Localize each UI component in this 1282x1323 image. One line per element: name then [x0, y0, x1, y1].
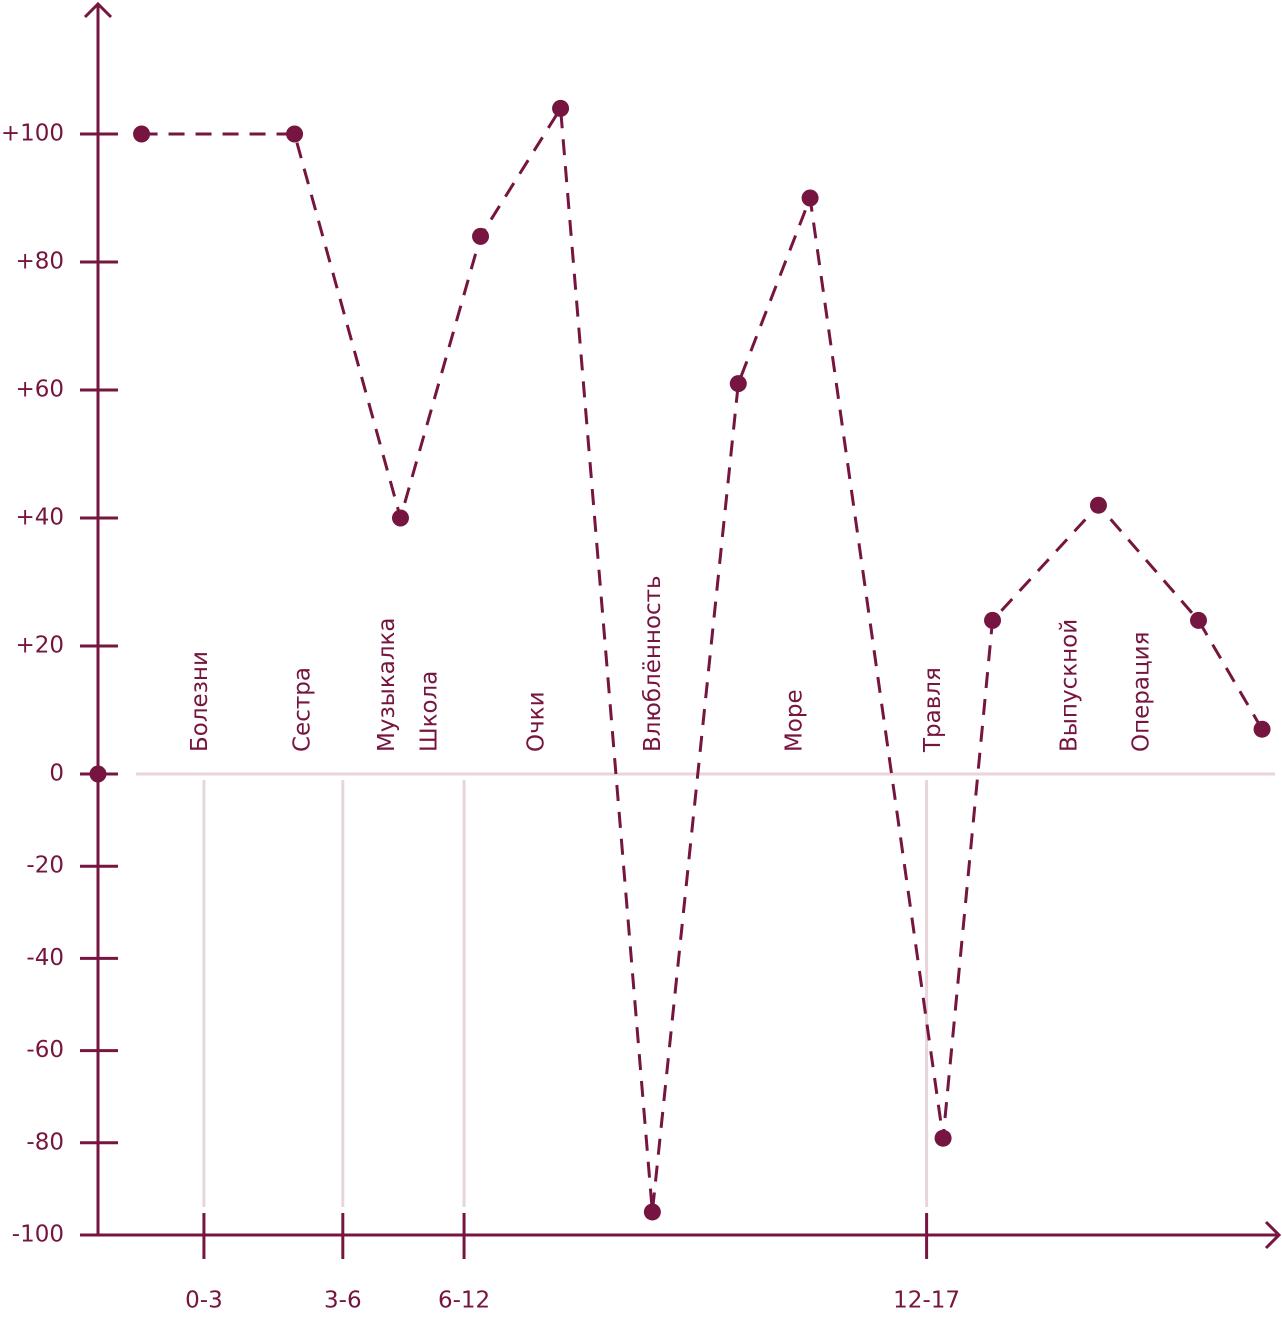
y-tick-label: +20: [15, 633, 64, 659]
y-axis-arrow: [83, 1, 113, 19]
point: [1089, 496, 1107, 514]
event-label: Музыкалка: [374, 617, 400, 752]
event-label: Море: [781, 689, 807, 752]
x-tick-label: 3-6: [324, 1288, 362, 1314]
y-tick-label: -100: [12, 1222, 64, 1248]
y-tick-label: 0: [49, 761, 64, 787]
point: [472, 227, 490, 245]
y-tick-label: +80: [15, 249, 64, 275]
y-tick-label: +40: [15, 505, 64, 531]
event-label: Выпускной: [1057, 619, 1083, 752]
point: [286, 125, 304, 143]
event-label: Школа: [416, 671, 442, 752]
event-label: Сестра: [289, 667, 315, 752]
point: [984, 611, 1002, 629]
point: [133, 125, 151, 143]
x-axis-arrow: [1264, 1220, 1282, 1250]
point: [1189, 611, 1207, 629]
point: [1253, 720, 1271, 738]
point: [552, 99, 570, 117]
y-tick-label: -60: [26, 1037, 64, 1063]
event-label: Влюблённость: [640, 575, 666, 752]
x-tick-label: 12-17: [893, 1288, 960, 1314]
point: [89, 765, 107, 783]
y-tick-label: +100: [1, 121, 64, 147]
y-tick-label: -20: [26, 853, 64, 879]
x-tick-label: 0-3: [185, 1288, 223, 1314]
y-tick-label: +60: [15, 377, 64, 403]
point: [729, 375, 747, 393]
event-label: Болезни: [187, 651, 213, 752]
point: [801, 189, 819, 207]
event-label: Травля: [920, 667, 946, 753]
point: [643, 1203, 661, 1221]
point: [934, 1129, 952, 1147]
event-label: Очки: [524, 691, 550, 752]
y-tick-label: -80: [26, 1129, 64, 1155]
y-tick-label: -40: [26, 945, 64, 971]
event-label: Операция: [1128, 632, 1154, 752]
x-tick-label: 6-12: [438, 1288, 490, 1314]
line: [141, 103, 1264, 1213]
point: [391, 509, 409, 527]
